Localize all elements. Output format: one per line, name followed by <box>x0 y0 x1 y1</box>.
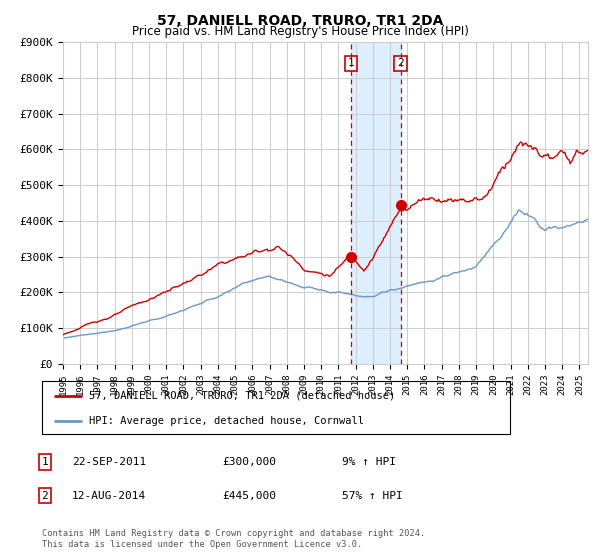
Text: 57, DANIELL ROAD, TRURO, TR1 2DA (detached house): 57, DANIELL ROAD, TRURO, TR1 2DA (detach… <box>89 391 395 401</box>
Text: Contains HM Land Registry data © Crown copyright and database right 2024.
This d: Contains HM Land Registry data © Crown c… <box>42 529 425 549</box>
Bar <box>351 42 401 364</box>
Text: £300,000: £300,000 <box>222 457 276 467</box>
Text: HPI: Average price, detached house, Cornwall: HPI: Average price, detached house, Corn… <box>89 416 364 426</box>
Text: 1: 1 <box>347 58 354 68</box>
Text: Price paid vs. HM Land Registry's House Price Index (HPI): Price paid vs. HM Land Registry's House … <box>131 25 469 38</box>
Text: £445,000: £445,000 <box>222 491 276 501</box>
Text: 12-AUG-2014: 12-AUG-2014 <box>72 491 146 501</box>
Text: 57% ↑ HPI: 57% ↑ HPI <box>342 491 403 501</box>
Text: 9% ↑ HPI: 9% ↑ HPI <box>342 457 396 467</box>
Text: 2: 2 <box>41 491 49 501</box>
Text: 2: 2 <box>397 58 404 68</box>
Text: 22-SEP-2011: 22-SEP-2011 <box>72 457 146 467</box>
Text: 57, DANIELL ROAD, TRURO, TR1 2DA: 57, DANIELL ROAD, TRURO, TR1 2DA <box>157 14 443 28</box>
Text: 1: 1 <box>41 457 49 467</box>
